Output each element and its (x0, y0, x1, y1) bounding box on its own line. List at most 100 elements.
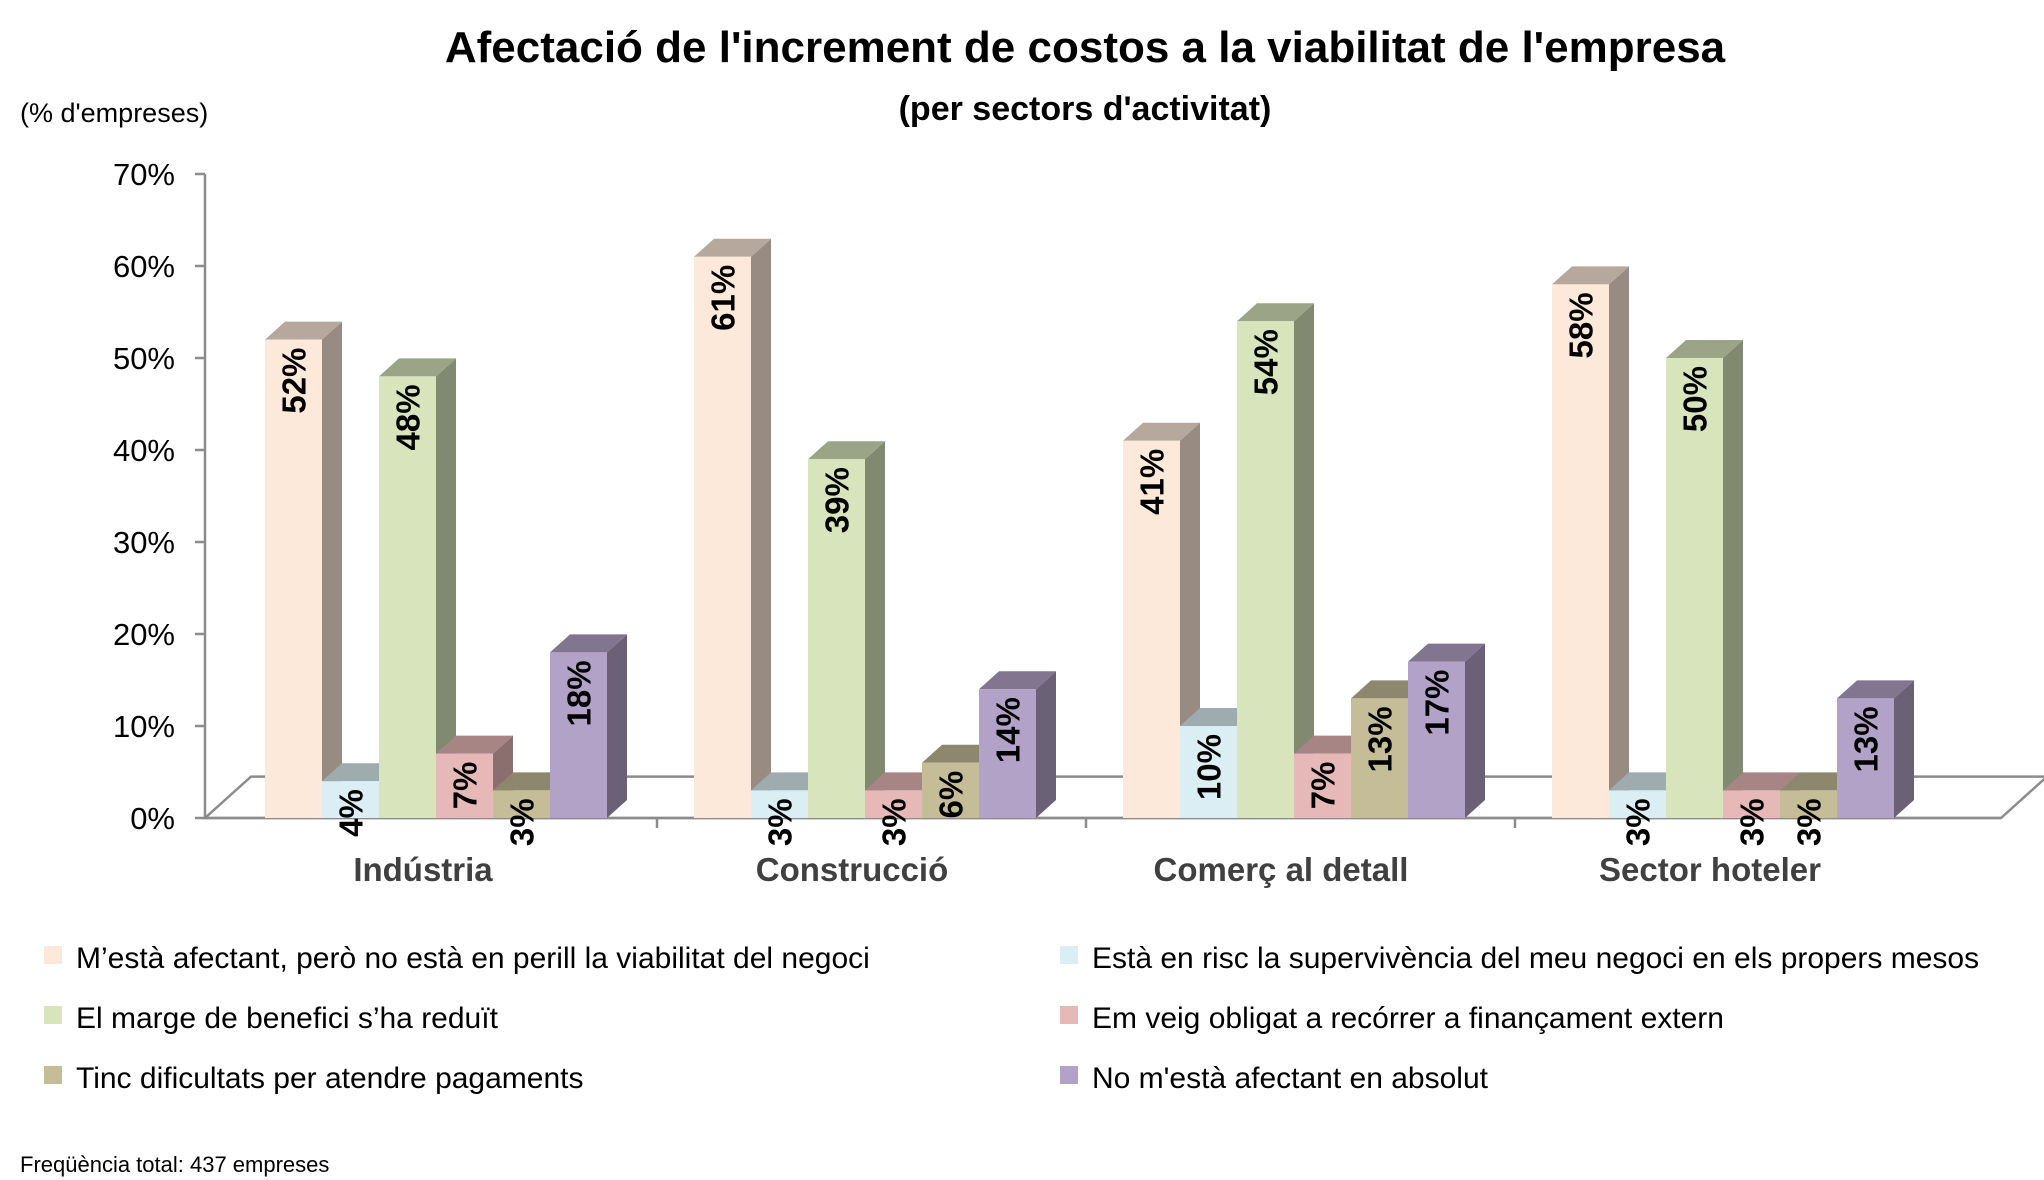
data-label: 4% (333, 789, 370, 837)
bar: 17% (1408, 643, 1485, 818)
bar-front (1408, 661, 1465, 818)
bar-side (1465, 643, 1485, 818)
bar: 61% (694, 238, 771, 819)
bar-front (751, 790, 808, 818)
bar-side (436, 358, 456, 818)
bar-front (1351, 698, 1408, 818)
bar: 13% (1837, 680, 1914, 818)
bar: 58% (1552, 266, 1629, 818)
bar-side (1723, 340, 1743, 818)
data-label: 13% (1362, 706, 1399, 772)
bar-side (865, 441, 885, 818)
bar-front (379, 376, 436, 818)
bar-side (607, 634, 627, 818)
bar-front (1723, 790, 1780, 818)
bar-front (694, 256, 751, 818)
bar: 48% (379, 358, 456, 818)
bar-top (1837, 680, 1914, 699)
bar: 7% (436, 735, 513, 818)
bar: 50% (1666, 340, 1743, 818)
data-label: 7% (1305, 762, 1342, 810)
bar-front (979, 689, 1036, 818)
legend-swatch (44, 946, 62, 964)
bar: 54% (1237, 303, 1314, 818)
bar-top (1666, 340, 1743, 358)
data-label: 3% (1734, 798, 1771, 846)
bar-top (979, 671, 1056, 690)
legend-item: M’està afectant, però no està en perill … (44, 942, 870, 975)
legend-item: El marge de benefici s’ha reduït (44, 1002, 499, 1035)
bars: 52% 4% 48% 7% 3% 18% 61% 3% 39% 3% 6% 14% 41% 10% 54% 7… (265, 238, 1914, 846)
bar-side (1609, 266, 1629, 818)
chart-title: Afectació de l'increment de costos a la … (445, 23, 1726, 72)
bar-front (922, 762, 979, 818)
legend: M’està afectant, però no està en perill … (44, 942, 1979, 1095)
x-category-label: Sector hoteler (1599, 851, 1821, 888)
y-tick-label: 0% (130, 801, 175, 836)
data-label: 18% (561, 660, 598, 726)
bar-front (493, 790, 550, 818)
legend-label: El marge de benefici s’ha reduït (76, 1002, 499, 1035)
legend-label: M’està afectant, però no està en perill … (76, 942, 870, 975)
bar-front (1837, 698, 1894, 818)
y-tick-label: 50% (113, 341, 175, 376)
legend-item: Em veig obligat a recórrer a finançament… (1060, 1002, 1724, 1035)
bar-side (322, 321, 342, 818)
legend-label: Està en risc la supervivència del meu ne… (1092, 942, 1979, 975)
bar-top (379, 358, 456, 377)
bar-front (436, 753, 493, 818)
bar-top (265, 321, 342, 340)
legend-label: No m'està afectant en absolut (1092, 1062, 1489, 1095)
legend-swatch (44, 1066, 62, 1084)
legend-swatch (1060, 946, 1078, 964)
data-label: 61% (705, 265, 742, 331)
bar-side (1294, 303, 1314, 818)
bar-side (1036, 671, 1056, 818)
data-label: 10% (1191, 734, 1228, 800)
legend-label: Tinc dificultats per atendre pagaments (76, 1062, 584, 1095)
data-label: 3% (1620, 798, 1657, 846)
data-label: 13% (1848, 706, 1885, 772)
bar-top (1723, 772, 1800, 791)
y-tick-label: 60% (113, 249, 175, 284)
bar-top (1552, 266, 1629, 285)
data-label: 14% (990, 697, 1027, 763)
x-category-label: Indústria (353, 851, 493, 888)
data-label: 41% (1134, 449, 1171, 515)
chart-subtitle: (per sectors d'activitat) (899, 90, 1272, 128)
legend-item: No m'està afectant en absolut (1060, 1062, 1489, 1095)
data-label: 7% (447, 762, 484, 810)
legend-item: Tinc dificultats per atendre pagaments (44, 1062, 584, 1095)
bar-top (436, 735, 513, 754)
bar-front (1552, 284, 1609, 818)
bar-top (550, 634, 627, 653)
legend-label: Em veig obligat a recórrer a finançament… (1092, 1002, 1724, 1035)
y-tick-label: 30% (113, 525, 175, 560)
bar-front (1666, 358, 1723, 818)
data-label: 17% (1419, 670, 1456, 736)
data-label: 3% (504, 798, 541, 846)
bar-front (808, 459, 865, 818)
bar-front (1180, 726, 1237, 818)
data-label: 6% (933, 771, 970, 819)
legend-swatch (1060, 1066, 1078, 1084)
bar-front (1294, 753, 1351, 818)
bar-front (550, 652, 607, 818)
bar-front (865, 790, 922, 818)
y-tick-label: 70% (113, 157, 175, 192)
bar-side (751, 238, 771, 819)
data-label: 50% (1677, 366, 1714, 432)
bar: 52% (265, 321, 342, 818)
bar: 14% (979, 671, 1056, 818)
legend-item: Està en risc la supervivència del meu ne… (1060, 942, 1979, 975)
data-label: 52% (276, 348, 313, 414)
legend-swatch (44, 1006, 62, 1024)
x-category-label: Construcció (756, 851, 949, 888)
unit-label: (% d'empreses) (20, 98, 208, 128)
bar-front (265, 339, 322, 818)
bar: 18% (550, 634, 627, 818)
data-label: 3% (1791, 798, 1828, 846)
bar-top (808, 441, 885, 460)
bar-front (322, 781, 379, 818)
axes: 0% 10% 20% 30% 40% 50% 60% 70% Indústria Construc… (113, 157, 2001, 888)
